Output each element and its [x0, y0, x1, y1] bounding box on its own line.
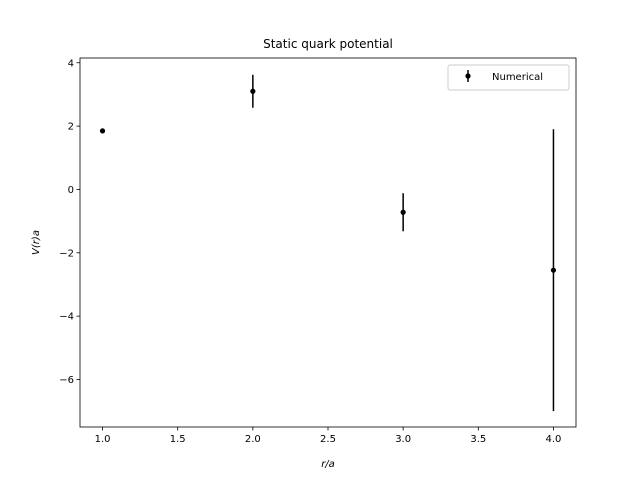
x-tick-label: 2.5 — [320, 434, 336, 445]
y-axis-ticks: −6 −4 −2 0 2 4 — [59, 58, 80, 386]
x-tick-label: 1.0 — [95, 434, 111, 445]
x-tick-label: 2.0 — [245, 434, 261, 445]
x-axis-label: r/a — [321, 459, 335, 470]
legend: Numerical — [447, 64, 570, 91]
y-tick-label: −2 — [59, 248, 74, 259]
y-tick-label: −6 — [59, 375, 74, 386]
legend-label: Numerical — [492, 72, 543, 83]
plot-frame — [79, 57, 577, 428]
data-point — [250, 88, 256, 94]
x-tick-label: 3.5 — [470, 434, 486, 445]
legend-box — [447, 64, 570, 91]
x-axis-ticks: 1.0 1.5 2.0 2.5 3.0 3.5 4.0 — [95, 427, 562, 445]
y-tick-label: 4 — [68, 58, 74, 69]
y-axis-label: V(r)a — [31, 230, 42, 255]
legend-marker-icon — [465, 73, 471, 79]
y-tick-label: 2 — [68, 122, 74, 133]
data-point — [550, 267, 557, 273]
y-tick-label: −4 — [59, 312, 74, 323]
x-tick-label: 1.5 — [170, 434, 186, 445]
data-point — [99, 128, 106, 134]
x-tick-label: 4.0 — [546, 434, 562, 445]
y-tick-label: 0 — [68, 185, 74, 196]
x-tick-label: 3.0 — [395, 434, 411, 445]
data-point — [400, 209, 406, 215]
data-marks — [99, 74, 557, 412]
chart-title: Static quark potential — [263, 37, 393, 51]
